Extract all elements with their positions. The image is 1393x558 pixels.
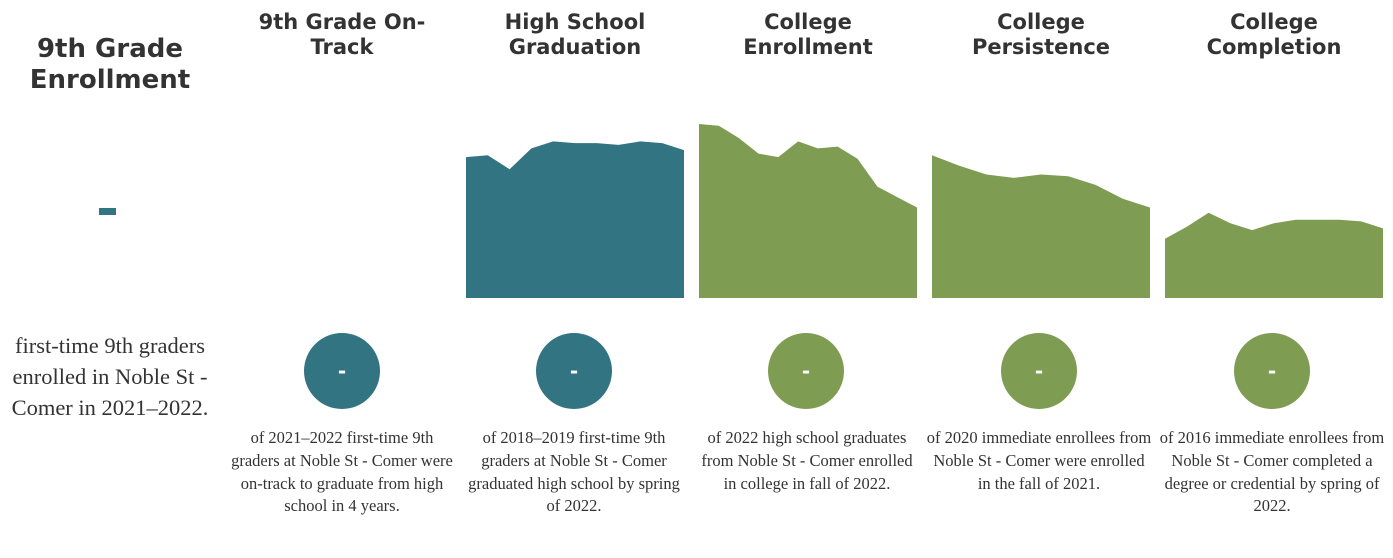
enrollment-value-mark <box>99 208 116 215</box>
enrollment-title: 9th Grade Enrollment <box>29 34 191 95</box>
college-completion-description: of 2016 immediate enrollees from Noble S… <box>1159 428 1385 516</box>
enrollment-description: first-time 9th graders enrolled in Noble… <box>11 333 209 421</box>
area-college-completion <box>1165 212 1383 298</box>
on-track-value-circle: - <box>304 333 380 409</box>
hs-graduation-description: of 2018–2019 first-time 9th graders at N… <box>468 428 680 516</box>
college-persistence-value-circle: - <box>1001 333 1077 409</box>
column-title-college-completion: College Completion <box>1206 10 1342 59</box>
college-persistence-description: of 2020 immediate enrollees from Noble S… <box>926 428 1152 493</box>
on-track-description: of 2021–2022 first-time 9th graders at N… <box>231 428 453 516</box>
trend-areas <box>466 124 1383 298</box>
column-title-on-track: 9th Grade On- Track <box>258 10 426 59</box>
hs-graduation-value-circle: - <box>536 333 612 409</box>
column-title-college-persistence: College Persistence <box>971 10 1111 59</box>
college-completion-value-circle: - <box>1234 333 1310 409</box>
area-college-enrollment <box>699 124 917 298</box>
area-hs-graduation <box>466 141 684 298</box>
college-enrollment-description: of 2022 high school graduates from Noble… <box>701 428 913 493</box>
column-title-hs-graduation: High School Graduation <box>504 10 646 59</box>
area-college-persistence <box>932 155 1150 298</box>
column-title-college-enrollment: College Enrollment <box>743 10 873 59</box>
college-enrollment-value-circle: - <box>768 333 844 409</box>
